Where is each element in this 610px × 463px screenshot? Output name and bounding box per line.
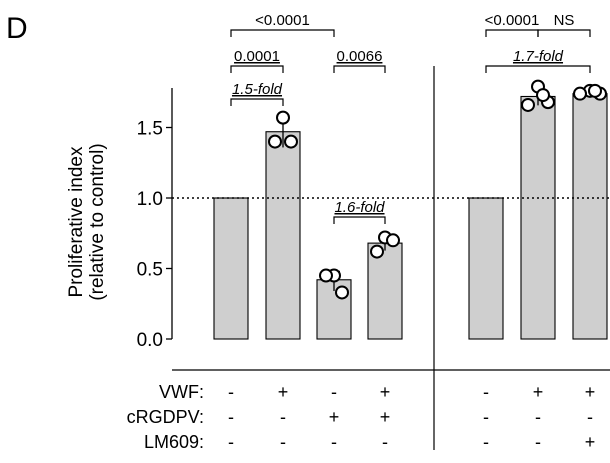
bracket-line <box>231 99 283 106</box>
condition-value: - <box>280 432 286 452</box>
y-tick-label: 1.0 <box>137 189 163 210</box>
comparison-label: <0.0001 <box>255 12 310 29</box>
comparison-bracket: 1.6-fold <box>334 199 385 224</box>
bar <box>368 243 402 339</box>
bracket-line <box>486 66 590 73</box>
condition-value: - <box>228 432 234 452</box>
y-tick-label: 0.5 <box>137 260 163 281</box>
condition-label: cRGDPV: <box>127 407 204 427</box>
bar <box>469 198 503 339</box>
y-tick-label: 1.5 <box>137 119 163 140</box>
bracket-line <box>538 30 590 37</box>
data-point <box>320 270 332 282</box>
condition-value: + <box>380 407 391 427</box>
comparison-label: 1.7-fold <box>513 48 564 65</box>
y-axis-title: Proliferative index (relative to control) <box>66 143 108 300</box>
condition-value: - <box>280 407 286 427</box>
comparison-bracket: 0.0066 <box>334 48 385 73</box>
bar <box>214 198 248 339</box>
data-point <box>387 234 399 246</box>
comparison-label: NS <box>554 12 575 29</box>
condition-value: - <box>228 382 234 402</box>
comparison-label: 0.0001 <box>234 48 280 65</box>
comparison-bracket: <0.0001 <box>231 12 334 37</box>
comparison-bracket: 1.5-fold <box>231 81 283 106</box>
data-point <box>589 85 601 97</box>
comparison-label: 1.5-fold <box>232 81 283 98</box>
comparison-label: 1.6-fold <box>334 199 385 216</box>
condition-value: - <box>483 407 489 427</box>
data-point <box>336 286 348 298</box>
data-point <box>269 136 281 148</box>
condition-value: - <box>535 432 541 452</box>
bar <box>266 132 300 339</box>
condition-value: - <box>331 432 337 452</box>
condition-value: + <box>380 382 391 402</box>
condition-value: + <box>585 382 596 402</box>
comparison-label: 0.0066 <box>337 48 383 65</box>
comparison-bracket: <0.0001 <box>485 12 540 37</box>
ylabel-line-1: Proliferative index <box>66 146 87 298</box>
bar <box>521 96 555 339</box>
bracket-line <box>231 66 283 73</box>
bar <box>573 94 607 339</box>
bracket-line <box>486 30 538 37</box>
condition-value: + <box>585 432 596 452</box>
condition-value: - <box>228 407 234 427</box>
comparison-bracket: 0.0001 <box>231 48 283 73</box>
condition-value: + <box>329 407 340 427</box>
data-point <box>285 136 297 148</box>
condition-value: - <box>535 407 541 427</box>
bracket-line <box>334 66 385 73</box>
condition-value: - <box>587 407 593 427</box>
panel-label: D <box>6 12 28 45</box>
condition-value: - <box>382 432 388 452</box>
condition-value: - <box>483 382 489 402</box>
data-point <box>277 112 289 124</box>
data-point <box>537 89 549 101</box>
condition-label: VWF: <box>159 382 204 402</box>
bracket-line <box>231 30 334 37</box>
comparison-bracket: NS <box>538 12 590 37</box>
data-point <box>574 88 586 100</box>
comparison-label: <0.0001 <box>485 12 540 29</box>
condition-label: LM609: <box>144 432 204 452</box>
bracket-line <box>334 217 385 224</box>
y-tick-label: 0.0 <box>137 330 163 351</box>
comparison-bracket: 1.7-fold <box>486 48 590 73</box>
condition-value: + <box>533 382 544 402</box>
data-point <box>522 99 534 111</box>
ylabel-line-2: (relative to control) <box>87 143 108 300</box>
condition-value: + <box>278 382 289 402</box>
condition-value: - <box>331 382 337 402</box>
data-point <box>371 246 383 258</box>
condition-value: - <box>483 432 489 452</box>
